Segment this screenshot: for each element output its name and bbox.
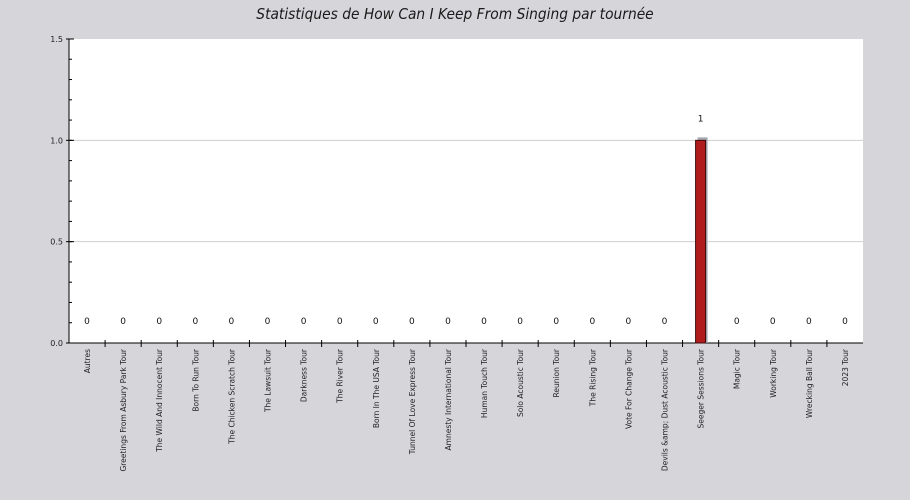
data-label: 0 bbox=[589, 317, 595, 327]
data-label: 1 bbox=[698, 114, 704, 124]
x-tick-label: Solo Acoustic Tour bbox=[516, 348, 525, 417]
x-tick-label: Magic Tour bbox=[733, 348, 742, 389]
data-label: 0 bbox=[229, 317, 235, 327]
x-tick-label: Born To Run Tour bbox=[191, 348, 200, 412]
data-label: 0 bbox=[156, 317, 162, 327]
x-tick-label: The Lawsuit Tour bbox=[264, 348, 273, 413]
x-tick-label: Born In The USA Tour bbox=[372, 348, 381, 428]
x-tick-label: Reunion Tour bbox=[552, 348, 561, 397]
data-label: 0 bbox=[84, 317, 90, 327]
x-tick-label: Tunnel Of Love Express Tour bbox=[408, 348, 417, 455]
data-label: 0 bbox=[192, 317, 198, 327]
data-label: 0 bbox=[373, 317, 379, 327]
chart-title: Statistiques de How Can I Keep From Sing… bbox=[256, 5, 654, 23]
bar[interactable] bbox=[695, 139, 707, 344]
data-label: 0 bbox=[770, 317, 776, 327]
data-label: 0 bbox=[806, 317, 812, 327]
data-label: 0 bbox=[337, 317, 343, 327]
x-tick-label: The Wild And Innocent Tour bbox=[155, 348, 164, 453]
x-tick-label: The Chicken Scratch Tour bbox=[227, 348, 236, 445]
x-tick-label: Devils &amp; Dust Acoustic Tour bbox=[661, 348, 670, 471]
data-label: 0 bbox=[409, 317, 415, 327]
x-tick-label: The River Tour bbox=[336, 348, 345, 404]
data-label: 0 bbox=[265, 317, 271, 327]
x-tick-label: The Rising Tour bbox=[588, 348, 597, 407]
data-label: 0 bbox=[120, 317, 126, 327]
x-tick-label: Vote For Change Tour bbox=[624, 348, 633, 429]
x-tick-label: 2023 Tour bbox=[841, 348, 850, 386]
data-label: 0 bbox=[517, 317, 523, 327]
y-tick-label: 0.5 bbox=[50, 238, 63, 247]
x-tick-label: Human Touch Tour bbox=[480, 348, 489, 418]
data-label: 0 bbox=[445, 317, 451, 327]
x-tick-label: Working Tour bbox=[769, 348, 778, 398]
data-label: 0 bbox=[662, 317, 668, 327]
data-label: 0 bbox=[481, 317, 487, 327]
data-label: 0 bbox=[626, 317, 632, 327]
y-tick-label: 1.5 bbox=[50, 35, 63, 44]
data-label: 0 bbox=[301, 317, 307, 327]
plot-area bbox=[69, 39, 863, 343]
x-tick-label: Autres bbox=[83, 349, 92, 373]
x-tick-label: Amnesty International Tour bbox=[444, 348, 453, 450]
data-label: 0 bbox=[842, 317, 848, 327]
x-tick-label: Darkness Tour bbox=[300, 348, 309, 402]
y-tick-label: 0.0 bbox=[50, 339, 63, 348]
x-tick-label: Wrecking Ball Tour bbox=[805, 348, 814, 418]
y-tick-label: 1.0 bbox=[50, 136, 63, 145]
x-tick-label: Greetings From Asbury Park Tour bbox=[119, 348, 128, 471]
data-label: 0 bbox=[553, 317, 559, 327]
data-label: 0 bbox=[734, 317, 740, 327]
x-tick-label: Seeger Sessions Tour bbox=[697, 348, 706, 428]
